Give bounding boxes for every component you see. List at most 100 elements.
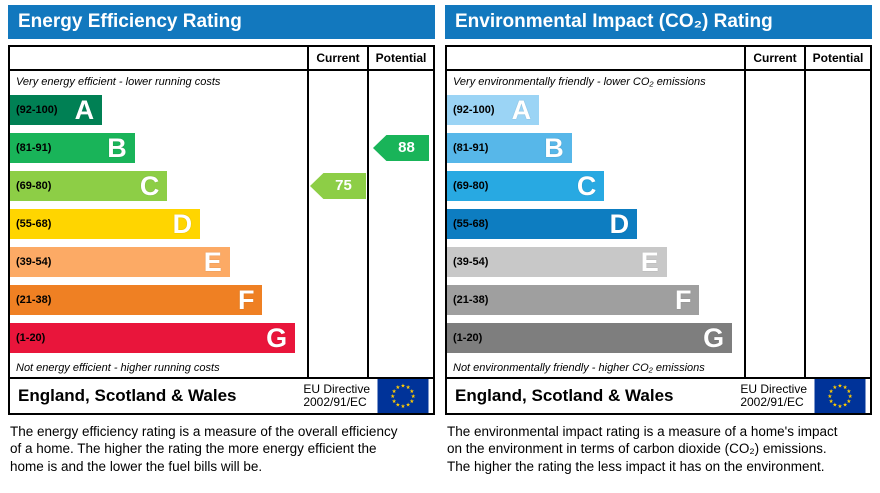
rating-band-g: (1-20) G [447,323,733,353]
svg-text:★: ★ [832,403,837,409]
svg-text:★: ★ [829,399,834,405]
region-label: England, Scotland & Wales [18,386,237,405]
svg-text:★: ★ [395,385,400,391]
eu-flag-icon: ★ ★★ ★★★ ★★★ ★★★ [377,379,429,413]
band-row: (92-100) A [10,91,307,129]
band-letter: C [576,171,597,201]
rating-scale: Very environmentally friendly - lower CO… [447,71,870,377]
band-range: (1-20) [16,332,46,344]
svg-text:★: ★ [390,394,395,400]
band-letter: A [74,95,95,125]
band-range: (21-38) [453,294,489,306]
svg-text:★: ★ [392,389,397,395]
band-letter: F [237,285,255,315]
rating-band-b: (81-91) B [447,133,572,163]
potential-column-header: Potential [804,47,870,69]
svg-text:★: ★ [846,399,851,405]
svg-text:★: ★ [838,404,843,410]
band-row: (69-80) C [10,167,307,205]
panel-description: The energy efficiency rating is a measur… [10,424,398,474]
svg-text:★: ★ [406,385,411,391]
band-range: (21-38) [16,294,52,306]
svg-text:★: ★ [843,403,848,409]
rating-band-b: (81-91) B [10,133,135,163]
band-range: (92-100) [16,104,58,116]
band-range: (55-68) [16,218,52,230]
panel-description: The environmental impact rating is a mea… [447,424,838,474]
svg-text:★: ★ [392,399,397,405]
eu-directive-label: EU Directive 2002/91/EC [303,383,370,409]
band-letter: B [107,133,127,163]
energy-efficiency-panel: Energy Efficiency Rating Current Potenti… [8,5,435,475]
svg-text:★: ★ [409,389,414,395]
svg-text:★: ★ [843,385,848,391]
table-footer: England, Scotland & Wales EU Directive 2… [10,377,433,413]
current-col: 75 [307,71,367,377]
current-rating-arrow: 75 [310,173,366,199]
potential-col [804,71,870,377]
eu-directive-line2: 2002/91/EC [740,395,804,409]
rating-band-f: (21-38) F [10,285,263,315]
eu-directive-line1: EU Directive [303,382,370,396]
svg-text:★: ★ [409,399,414,405]
band-range: (69-80) [453,180,489,192]
band-letter: E [640,247,659,277]
current-col [744,71,804,377]
band-range: (1-20) [453,332,483,344]
panel-title: Environmental Impact (CO₂) Rating [445,5,872,39]
band-row: (55-68) D [447,205,744,243]
table-header-row: Current Potential [447,47,870,71]
top-caption: Very energy efficient - lower running co… [16,76,221,88]
svg-text:★: ★ [827,394,832,400]
rating-band-f: (21-38) F [447,285,700,315]
bottom-caption: Not energy efficient - higher running co… [16,362,220,374]
band-letter: B [544,133,564,163]
band-area: Very environmentally friendly - lower CO… [447,71,744,377]
band-range: (39-54) [453,256,489,268]
band-area: Very energy efficient - lower running co… [10,71,307,377]
svg-text:★: ★ [401,404,406,410]
rating-band-a: (92-100) A [10,95,103,125]
potential-column-header: Potential [367,47,433,69]
band-row: (21-38) F [10,281,307,319]
eu-flag-icon: ★ ★★ ★★★ ★★★ ★★★ [814,379,866,413]
rating-band-e: (39-54) E [10,247,230,277]
band-row: (81-91) B [447,129,744,167]
band-row: (1-20) G [10,319,307,357]
band-letter: F [674,285,692,315]
svg-text:★: ★ [401,384,406,390]
band-letter: G [266,323,288,353]
eu-directive-label: EU Directive 2002/91/EC [740,383,807,409]
rating-table: Current Potential Very energy efficient … [8,45,435,415]
band-row: (55-68) D [10,205,307,243]
table-footer: England, Scotland & Wales EU Directive 2… [447,377,870,413]
potential-col: 88 [367,71,433,377]
svg-text:★: ★ [411,394,416,400]
band-row: (69-80) C [447,167,744,205]
current-column-header: Current [307,47,367,69]
rating-scale: Very energy efficient - lower running co… [10,71,433,377]
svg-text:★: ★ [846,389,851,395]
current-column-header: Current [744,47,804,69]
band-letter: D [609,209,630,239]
band-range: (55-68) [453,218,489,230]
potential-rating-arrow: 88 [373,135,429,161]
rating-band-g: (1-20) G [10,323,296,353]
table-header-row: Current Potential [10,47,433,71]
band-letter: C [139,171,160,201]
eu-directive-line1: EU Directive [740,382,807,396]
eu-directive-line2: 2002/91/EC [303,395,367,409]
band-letter: D [172,209,193,239]
svg-text:★: ★ [838,384,843,390]
rating-band-d: (55-68) D [447,209,638,239]
band-row: (1-20) G [447,319,744,357]
band-list: (92-100) A (81-91) B (69-80) C (55-68) D (39-54)… [447,91,744,357]
region-label: England, Scotland & Wales [455,386,674,405]
panel-title: Energy Efficiency Rating [8,5,435,39]
band-list: (92-100) A (81-91) B (69-80) C (55-68) D (39-54)… [10,91,307,357]
band-row: (81-91) B [10,129,307,167]
rating-band-d: (55-68) D [10,209,201,239]
band-letter: E [203,247,222,277]
band-letter: G [703,323,725,353]
rating-band-e: (39-54) E [447,247,667,277]
